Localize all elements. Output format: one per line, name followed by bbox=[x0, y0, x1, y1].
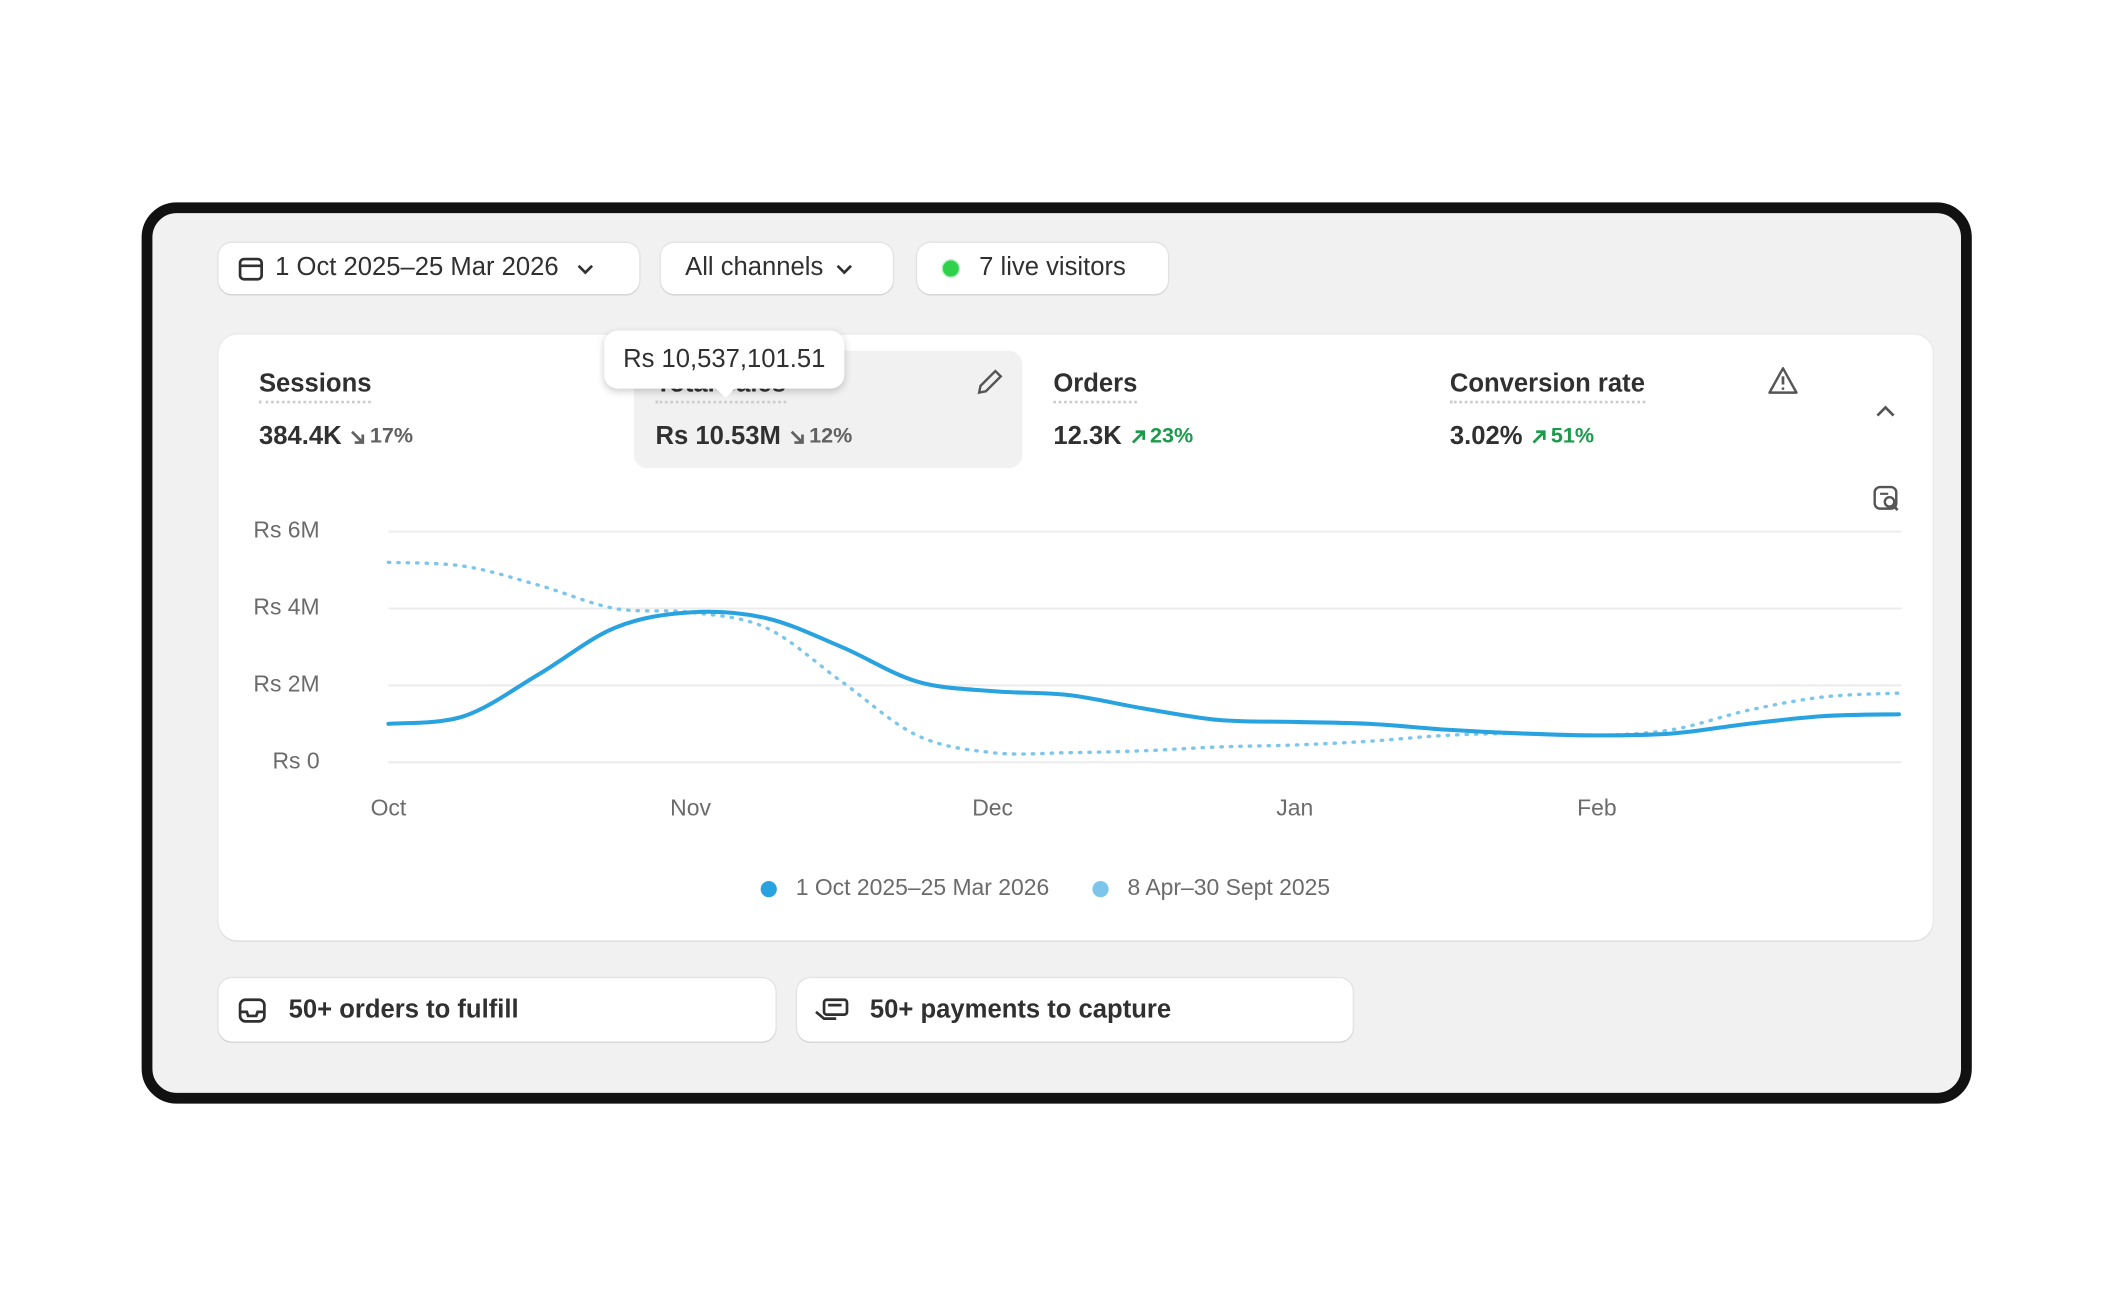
y-tick-label: Rs 0 bbox=[273, 747, 320, 773]
metric-value-row: 384.4K 17% bbox=[259, 422, 413, 452]
analytics-card bbox=[218, 334, 1933, 941]
channel-filter[interactable]: All channels bbox=[660, 242, 893, 295]
task-button[interactable]: 50+ payments to capture bbox=[797, 978, 1353, 1042]
trend-arrow bbox=[1532, 430, 1546, 444]
task-text: 50+ orders to fulfill bbox=[288, 995, 519, 1024]
live-visitors[interactable]: 7 live visitors bbox=[917, 242, 1168, 295]
trend-arrow bbox=[790, 430, 804, 444]
series-line bbox=[386, 560, 1901, 756]
metric-change: 17% bbox=[369, 424, 414, 448]
arrow-path bbox=[1532, 430, 1546, 444]
y-tick-label: Rs 6M bbox=[253, 517, 319, 543]
metric-change: 23% bbox=[1150, 424, 1194, 448]
tooltip-pointer bbox=[713, 385, 738, 399]
date-filter[interactable]: 1 Oct 2025–25 Mar 2026 bbox=[218, 242, 640, 295]
task-text: 50+ payments to capture bbox=[869, 995, 1172, 1024]
chevron bbox=[577, 264, 594, 275]
arrow-path bbox=[351, 430, 365, 444]
inbox-icon bbox=[238, 997, 266, 1023]
live-dot bbox=[941, 259, 961, 278]
x-tick-label: Feb bbox=[1577, 795, 1616, 821]
metric-change: 12% bbox=[809, 424, 853, 448]
date-range: 1 Oct 2025–25 Mar 2026 bbox=[275, 253, 559, 282]
task-button[interactable]: 50+ orders to fulfill bbox=[218, 978, 776, 1042]
metric-value: 12.3K bbox=[1053, 422, 1122, 451]
chevron bbox=[837, 264, 853, 275]
metric-label: Orders bbox=[1053, 370, 1138, 404]
arrow-path bbox=[790, 430, 804, 444]
trend-arrow bbox=[351, 430, 365, 444]
metric-value: 384.4K bbox=[258, 422, 342, 451]
metric-value-row: 3.02% 51% bbox=[1450, 422, 1594, 452]
live-visitors-text: 7 live visitors bbox=[979, 253, 1126, 282]
trend-arrow bbox=[1131, 430, 1145, 444]
x-tick-label: Dec bbox=[972, 795, 1013, 821]
payment-icon bbox=[815, 997, 849, 1020]
edit-icon[interactable] bbox=[974, 366, 1006, 398]
metric-change: 51% bbox=[1550, 424, 1595, 448]
y-tick-label: Rs 2M bbox=[253, 670, 319, 696]
metric-label: Conversion rate bbox=[1449, 370, 1645, 404]
explore-icon[interactable] bbox=[1871, 483, 1903, 515]
y-tick-label: Rs 4M bbox=[253, 594, 319, 620]
x-tick-label: Jan bbox=[1276, 795, 1313, 821]
calendar-icon bbox=[238, 257, 263, 281]
metric-value: Rs 10.53M bbox=[655, 422, 781, 451]
metric-label: Sessions bbox=[258, 370, 372, 404]
metric-value-row: 12.3K 23% bbox=[1053, 422, 1193, 452]
x-tick-label: Nov bbox=[670, 795, 711, 821]
legend-label: 1 Oct 2025–25 Mar 2026 bbox=[796, 874, 1050, 900]
metric-value: 3.02% bbox=[1449, 422, 1523, 451]
arrow-path bbox=[1131, 430, 1145, 444]
x-tick-label: Oct bbox=[371, 795, 407, 821]
legend-swatch bbox=[760, 881, 777, 898]
collapse-icon[interactable] bbox=[1872, 398, 1899, 425]
legend-label: 8 Apr–30 Sept 2025 bbox=[1128, 874, 1331, 900]
tooltip: Rs 10,537,101.51 bbox=[604, 330, 845, 389]
legend-swatch bbox=[1092, 881, 1109, 898]
series-line bbox=[386, 609, 1901, 738]
warning-icon[interactable] bbox=[1767, 364, 1799, 396]
metric-value-row: Rs 10.53M 12% bbox=[655, 422, 852, 452]
channels: All channels bbox=[685, 253, 824, 282]
